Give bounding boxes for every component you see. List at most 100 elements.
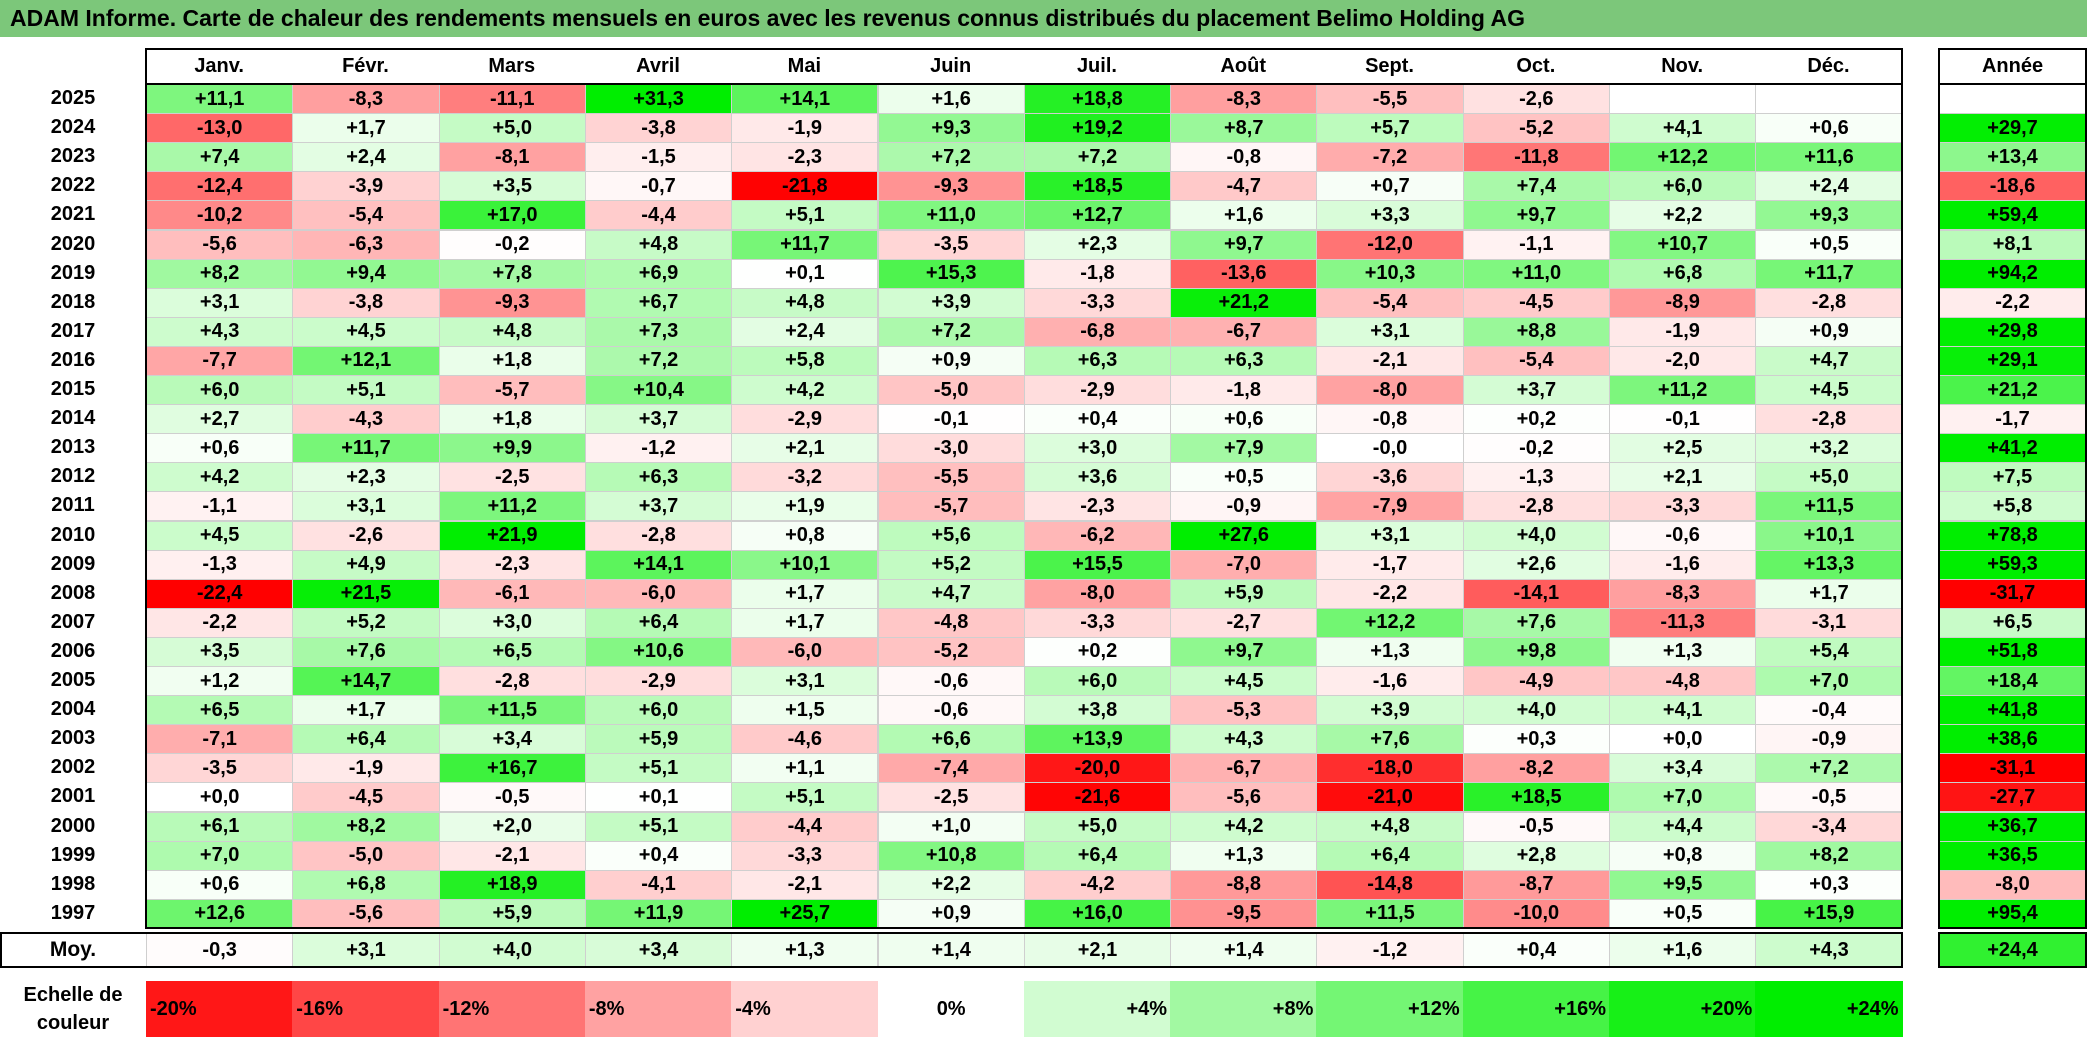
heatmap-cell: +10,7 [1609, 229, 1757, 260]
month-header: Avril [636, 55, 680, 77]
heatmap-cell: +2,2 [877, 869, 1025, 900]
heatmap-cell: -7,4 [877, 753, 1025, 784]
heatmap-cell: +0,5 [1609, 898, 1757, 929]
year-label: 2013 [50, 436, 96, 459]
heatmap-cell: +11,9 [584, 898, 733, 929]
heatmap-cell: +10,4 [584, 375, 733, 406]
heatmap-cell: +0,8 [731, 520, 879, 551]
heatmap-cell: -20,0 [1023, 753, 1172, 784]
heatmap-cell: +3,5 [146, 636, 294, 667]
heatmap-cell: +0,0 [146, 782, 294, 813]
heatmap-cell: +1,3 [1316, 636, 1464, 667]
heatmap-cell: +10,6 [584, 636, 733, 667]
heatmap-cell: -1,1 [1462, 229, 1610, 260]
heatmap-cell: +8,2 [146, 258, 294, 289]
heatmap-cell: -2,6 [292, 520, 440, 551]
heatmap-cell: +12,1 [292, 345, 440, 376]
heatmap-cell: -11,1 [438, 84, 586, 115]
year-label: 2004 [50, 698, 96, 721]
heatmap-cell: -9,3 [877, 171, 1025, 202]
heatmap-cell: -18,0 [1316, 753, 1464, 784]
heatmap-cell: -3,3 [1023, 607, 1172, 638]
average-cell: -1,2 [1316, 933, 1464, 967]
heatmap-cell: +11,1 [146, 84, 294, 115]
heatmap-cell: -1,6 [1316, 666, 1464, 697]
heatmap-cell: -12,0 [1316, 229, 1464, 260]
heatmap-cell: +4,9 [292, 549, 440, 580]
heatmap-cell: -8,9 [1609, 287, 1757, 318]
heatmap-cell: +1,6 [1170, 200, 1318, 231]
heatmap-cell: -5,6 [292, 898, 440, 929]
heatmap-cell: -4,8 [1609, 666, 1757, 697]
year-label: 2000 [50, 814, 96, 837]
heatmap-cell: +0,1 [731, 258, 879, 289]
heatmap-cell: +2,3 [1023, 229, 1172, 260]
heatmap-cell: +12,7 [1023, 200, 1172, 231]
heatmap-cell: -2,1 [438, 840, 586, 871]
heatmap-cell: -1,9 [731, 113, 879, 144]
heatmap-cell: +11,0 [877, 200, 1025, 231]
heatmap-cell: -14,8 [1316, 869, 1464, 900]
heatmap-cell: -4,7 [1170, 171, 1318, 202]
heatmap-cell: +9,7 [1170, 229, 1318, 260]
year-label: 2021 [50, 203, 96, 226]
annual-cell: +36,7 [1938, 811, 2087, 842]
year-label: 2020 [50, 232, 96, 255]
year-label: 2012 [50, 465, 96, 488]
heatmap-cell: -0,1 [877, 404, 1025, 435]
heatmap-cell: +3,1 [1316, 316, 1464, 347]
heatmap-cell: +7,2 [877, 142, 1025, 173]
annual-cell: +7,5 [1938, 462, 2087, 493]
heatmap-cell: +6,0 [584, 695, 733, 726]
heatmap-cell: +4,2 [1170, 811, 1318, 842]
heatmap-cell: +7,6 [292, 636, 440, 667]
heatmap-cell: +7,8 [438, 258, 586, 289]
heatmap-cell: -7,2 [1316, 142, 1464, 173]
heatmap-cell: +4,5 [1755, 375, 1903, 406]
heatmap-cell: +5,1 [292, 375, 440, 406]
heatmap-cell: +2,1 [1609, 462, 1757, 493]
heatmap-cell: +3,9 [1316, 695, 1464, 726]
heatmap-cell: -2,1 [1316, 345, 1464, 376]
heatmap-cell: -0,9 [1755, 724, 1903, 755]
heatmap-cell: +1,7 [731, 578, 879, 609]
annual-cell: +5,8 [1938, 491, 2087, 522]
year-label: 2022 [50, 174, 96, 197]
heatmap-cell: +6,8 [292, 869, 440, 900]
heatmap-cell: -2,3 [731, 142, 879, 173]
heatmap-cell: +7,0 [146, 840, 294, 871]
heatmap-cell: -2,0 [1609, 345, 1757, 376]
heatmap-cell: -0,7 [584, 171, 733, 202]
heatmap-cell: +4,8 [438, 316, 586, 347]
heatmap-cell: -5,3 [1170, 695, 1318, 726]
heatmap-cell: -1,6 [1609, 549, 1757, 580]
annual-cell: +29,7 [1938, 113, 2087, 144]
heatmap-cell: +6,4 [584, 607, 733, 638]
heatmap-cell: +6,0 [1023, 666, 1172, 697]
year-label: 2015 [50, 378, 96, 401]
heatmap-cell: +2,6 [1462, 549, 1610, 580]
heatmap-cell: -4,5 [292, 782, 440, 813]
heatmap-cell: +7,3 [584, 316, 733, 347]
heatmap-cell: -4,4 [584, 200, 733, 231]
heatmap-cell: +3,1 [146, 287, 294, 318]
heatmap-cell: +6,4 [1023, 840, 1172, 871]
heatmap-cell: -7,1 [146, 724, 294, 755]
color-scale-stop: +20% [1609, 981, 1757, 1037]
year-label: 2008 [50, 581, 96, 604]
report-title: ADAM Informe. Carte de chaleur des rende… [0, 0, 2087, 37]
heatmap-cell: +6,4 [1316, 840, 1464, 871]
heatmap-cell: -5,2 [1462, 113, 1610, 144]
heatmap-cell: +6,3 [1170, 345, 1318, 376]
heatmap-cell: +12,6 [146, 898, 294, 929]
heatmap-cell: +0,3 [1755, 869, 1903, 900]
annual-cell: -1,7 [1938, 404, 2087, 435]
heatmap-cell: +4,2 [146, 462, 294, 493]
heatmap-cell: +11,7 [731, 229, 879, 260]
heatmap-cell: +10,1 [1755, 520, 1903, 551]
heatmap-cell: -8,0 [1023, 578, 1172, 609]
heatmap-cell: +1,7 [1755, 578, 1903, 609]
year-label: 2019 [50, 261, 96, 284]
heatmap-cell: +0,4 [1023, 404, 1172, 435]
heatmap-cell: +5,2 [877, 549, 1025, 580]
